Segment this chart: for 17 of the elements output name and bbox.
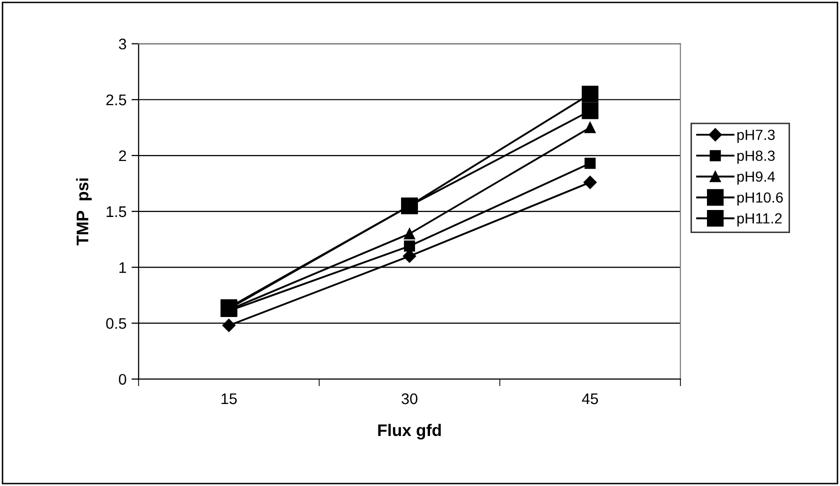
y-tick-label: 3: [118, 38, 126, 50]
x-tick-label: 30: [402, 393, 418, 404]
y-tick-label: 2: [119, 150, 126, 162]
legend-label: pH11.2: [737, 213, 782, 226]
legend-label: pH10.6: [737, 192, 783, 206]
x-axis-title: Flux gfd: [378, 424, 441, 440]
x-tick-label: 15: [222, 394, 237, 404]
x-tick-label: 45: [582, 394, 598, 404]
y-tick-label: 1.5: [106, 206, 126, 218]
legend-label: pH7.3: [737, 130, 775, 143]
legend-label: pH9.4: [737, 171, 775, 185]
y-tick-label: 1: [119, 262, 126, 273]
y-tick-label: 0: [118, 374, 126, 385]
y-axis-title: TMP psi: [76, 178, 92, 246]
y-tick-label: 2.5: [106, 94, 126, 106]
legend-label: pH8.3: [737, 150, 775, 164]
y-tick-label: 0.5: [106, 318, 126, 329]
